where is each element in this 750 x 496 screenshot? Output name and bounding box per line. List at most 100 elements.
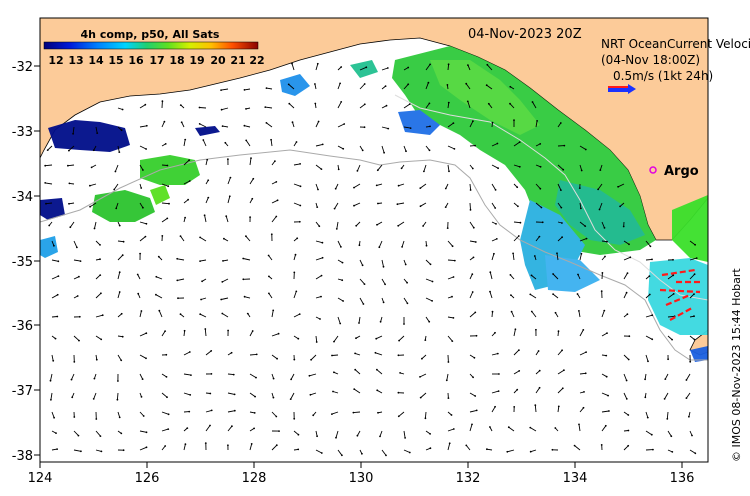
current-vector-head — [56, 315, 59, 318]
current-vector — [227, 425, 233, 432]
current-vector — [381, 278, 386, 285]
argo-float-icon[interactable] — [649, 166, 657, 174]
current-vector — [535, 120, 538, 128]
current-vector-head — [514, 328, 517, 331]
current-vector-head — [580, 207, 582, 210]
current-vector-head — [516, 388, 519, 391]
current-vector — [249, 330, 254, 337]
current-vector — [381, 259, 384, 267]
current-vector-head — [578, 187, 581, 190]
current-vector — [403, 145, 407, 152]
current-vector — [227, 373, 234, 376]
current-vector-head — [382, 301, 385, 304]
current-vector-head — [672, 258, 674, 261]
current-vector — [331, 411, 339, 415]
current-vector — [601, 410, 609, 413]
current-vector-head — [538, 235, 541, 238]
current-vector — [183, 159, 190, 166]
current-vector-head — [251, 330, 254, 332]
argo-label: Argo — [664, 164, 699, 179]
current-vector-head — [249, 216, 252, 219]
current-vector-head — [99, 435, 102, 437]
current-vector-head — [289, 398, 292, 400]
current-vector — [161, 392, 168, 398]
axis-ticks — [34, 65, 683, 468]
current-vector-head — [627, 429, 630, 432]
current-vector-head — [377, 202, 379, 205]
current-vector-head — [444, 206, 447, 209]
current-vector-head — [582, 406, 585, 409]
current-vector-head — [198, 106, 201, 109]
current-vector — [89, 183, 97, 187]
current-vector-head — [406, 281, 408, 284]
lat-label: -35 — [12, 255, 33, 270]
colorbar-tick: 14 — [88, 54, 104, 67]
current-vector-head — [294, 253, 297, 256]
current-vector-head — [141, 378, 144, 380]
current-vector-head — [340, 66, 343, 68]
current-vector-head — [627, 444, 630, 447]
current-vector — [359, 66, 367, 71]
current-vector-head — [469, 209, 472, 211]
current-vector-head — [447, 361, 450, 363]
current-vector — [623, 445, 629, 451]
current-vector — [381, 145, 385, 153]
current-vector-head — [445, 379, 448, 382]
current-vector — [465, 83, 471, 90]
current-vector-head — [557, 405, 560, 408]
current-vector-head — [376, 389, 379, 392]
current-vector-head — [398, 339, 400, 342]
current-vector — [249, 353, 257, 356]
current-vector-head — [117, 380, 119, 382]
current-vector-head — [297, 448, 300, 451]
current-vector-head — [184, 138, 187, 141]
current-vector-head — [419, 205, 422, 208]
current-vector-head — [179, 235, 182, 238]
current-vector — [293, 254, 296, 261]
current-vector — [686, 373, 691, 381]
current-vector-head — [604, 255, 606, 258]
current-vector-head — [487, 102, 490, 105]
colorbar-tick: 19 — [189, 54, 204, 67]
current-vector — [557, 202, 562, 208]
current-vector-head — [165, 353, 168, 356]
current-vector-head — [221, 125, 224, 127]
current-vector — [530, 294, 537, 299]
current-vector-head — [578, 310, 580, 312]
current-vector-head — [534, 404, 537, 406]
current-vector — [447, 145, 455, 150]
current-vector-head — [626, 272, 629, 274]
current-vector — [447, 259, 455, 262]
lat-label: -37 — [12, 384, 33, 399]
current-vector-head — [165, 376, 168, 378]
current-vector — [73, 430, 79, 436]
current-vector-head — [290, 378, 292, 381]
current-vector — [271, 216, 277, 223]
argo-marker[interactable]: Argo — [649, 164, 699, 179]
current-vector — [158, 310, 163, 318]
current-vector-head — [145, 431, 148, 434]
current-vector-head — [405, 150, 407, 153]
current-vector-head — [517, 205, 519, 208]
current-vector-head — [452, 428, 455, 430]
current-vector-head — [276, 199, 279, 202]
current-vector-head — [627, 358, 630, 361]
current-vector — [244, 88, 251, 91]
current-vector-head — [253, 427, 256, 430]
current-vector — [199, 237, 207, 242]
current-vector — [268, 293, 273, 299]
current-vector-head — [299, 185, 302, 188]
current-vector-head — [299, 204, 302, 207]
current-vector-head — [496, 142, 499, 145]
current-vector-head — [382, 265, 385, 268]
current-vector-head — [576, 293, 579, 295]
current-vector — [161, 183, 169, 187]
current-vector-head — [447, 63, 450, 66]
current-vector-head — [321, 241, 324, 244]
current-vector-head — [202, 139, 205, 141]
current-vector — [205, 350, 212, 356]
current-vector-head — [397, 354, 400, 357]
current-vector-head — [353, 186, 355, 189]
lon-label: 136 — [670, 471, 695, 486]
current-vector — [337, 316, 341, 324]
